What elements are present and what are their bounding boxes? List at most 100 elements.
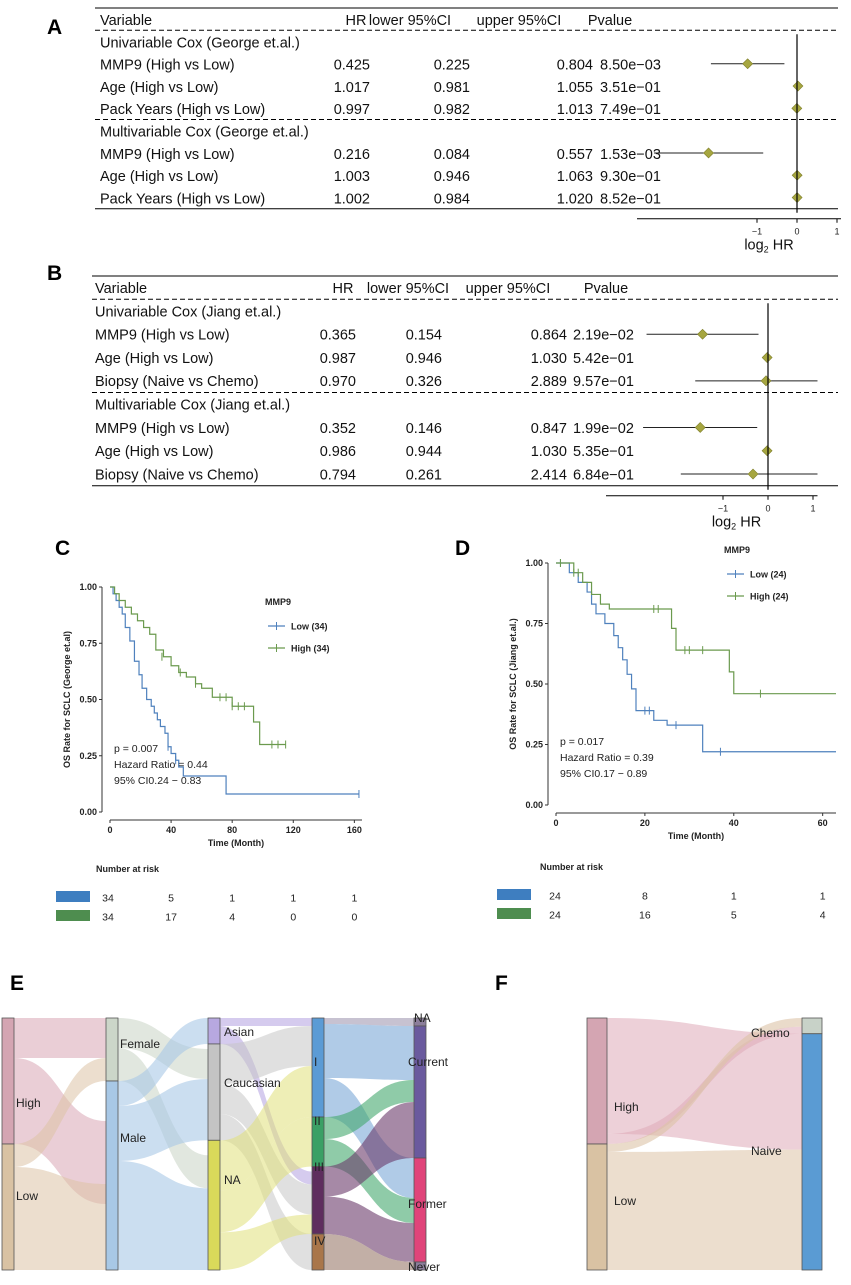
lower-ci-value: 0.154 <box>406 328 442 344</box>
variable-label: Age (High vs Low) <box>100 80 218 96</box>
stratum-label: Never <box>408 1260 440 1274</box>
variable-label: Age (High vs Low) <box>95 444 213 460</box>
column-header: Variable <box>95 281 147 297</box>
stat-annotation: p = 0.007 <box>114 743 158 755</box>
p-value: 2.19e−02 <box>573 328 634 344</box>
upper-ci-value: 0.804 <box>557 58 593 74</box>
stratum-bar <box>207 1043 221 1141</box>
sankey-e: HighLowFemaleMaleAsianCaucasianNAIIIIIII… <box>1 1011 449 1274</box>
stratum-bar <box>586 1017 608 1145</box>
hr-value: 1.003 <box>334 169 370 185</box>
hr-point <box>761 445 773 457</box>
section-title: Univariable Cox (George et.al.) <box>100 35 300 51</box>
stat-annotation: 95% CI0.17 − 0.89 <box>560 768 647 780</box>
risk-group-swatch <box>497 889 531 900</box>
variable-label: Biopsy (Naive vs Chemo) <box>95 374 259 390</box>
stratum-label: Asian <box>224 1025 254 1039</box>
stratum-label: Caucasian <box>224 1076 281 1090</box>
stratum-bar <box>413 1261 427 1271</box>
risk-count: 34 <box>102 893 114 905</box>
column-header: HR <box>333 281 354 297</box>
y-tick-label: 0.50 <box>79 695 97 705</box>
panel-letter-b: B <box>47 262 62 285</box>
p-value: 1.53e−03 <box>600 147 661 163</box>
legend-label: Low (24) <box>750 570 787 580</box>
variable-label: Biopsy (Naive vs Chemo) <box>95 467 259 483</box>
variable-label: Age (High vs Low) <box>95 351 213 367</box>
x-tick-label: 60 <box>818 818 828 828</box>
risk-group-swatch <box>56 891 90 902</box>
p-value: 6.84e−01 <box>573 467 634 483</box>
stratum-label: III <box>314 1160 324 1174</box>
legend-label: High (24) <box>750 592 789 602</box>
risk-count: 5 <box>168 893 174 905</box>
stratum-label: IV <box>314 1234 325 1248</box>
column-header: HR <box>346 13 367 29</box>
hr-value: 0.425 <box>334 58 370 74</box>
x-tick-label: 0 <box>794 227 799 237</box>
hr-point <box>760 375 772 387</box>
upper-ci-value: 2.414 <box>531 467 567 483</box>
panel-letter-f: F <box>495 972 508 995</box>
hr-value: 0.987 <box>320 351 356 367</box>
section-title: Univariable Cox (Jiang et.al.) <box>95 304 281 320</box>
survival-curve-low <box>556 562 836 753</box>
lower-ci-value: 0.084 <box>434 147 470 163</box>
stratum-bar <box>1 1143 15 1271</box>
risk-count: 4 <box>229 912 235 924</box>
flow-ribbon <box>118 1161 208 1270</box>
forest-plot-a: Variable HR lower 95%CI upper 95%CI Pvalue Un… <box>95 7 841 255</box>
panel-letter-e: E <box>10 972 24 995</box>
section-title: Multivariable Cox (George et.al.) <box>100 125 309 141</box>
flow-ribbon <box>324 1080 414 1139</box>
stratum-label: Former <box>408 1197 447 1211</box>
panel-letter-d: D <box>455 537 470 560</box>
x-tick-label: 120 <box>286 825 301 835</box>
upper-ci-value: 1.030 <box>531 351 567 367</box>
upper-ci-value: 2.889 <box>531 374 567 390</box>
flow-ribbon <box>118 1078 208 1161</box>
p-value: 5.42e−01 <box>573 351 634 367</box>
risk-count: 24 <box>549 910 561 922</box>
flow-ribbon <box>14 1167 106 1270</box>
panel-letter-c: C <box>55 537 70 560</box>
stratum-bar <box>105 1080 119 1271</box>
stratum-label: Naive <box>751 1144 782 1158</box>
hr-point <box>742 58 754 70</box>
stratum-label: Male <box>120 1131 146 1145</box>
upper-ci-value: 1.020 <box>557 191 593 207</box>
flow-ribbon <box>14 1018 106 1058</box>
upper-ci-value: 1.063 <box>557 169 593 185</box>
hr-value: 0.970 <box>320 374 356 390</box>
stratum-bar <box>105 1017 119 1082</box>
flow-ribbon <box>324 1024 414 1080</box>
risk-count: 1 <box>351 893 357 905</box>
survival-curve-high <box>556 562 836 695</box>
flow-ribbon <box>324 1234 414 1270</box>
y-tick-label: 0.25 <box>525 740 543 750</box>
column-header: lower 95%CI <box>369 13 451 29</box>
km-plot-d: 0.00 0.25 0.50 0.75 1.00 0 20 40 60 Time (Month) O… <box>497 545 836 922</box>
flow-ribbon <box>220 1018 312 1026</box>
x-axis-label: Time (Month) <box>668 831 724 841</box>
x-axis-label: Time (Month) <box>208 838 264 848</box>
stat-annotation: Hazard Ratio = 0.39 <box>560 752 654 764</box>
stratum-bar <box>801 1017 823 1035</box>
lower-ci-value: 0.946 <box>434 169 470 185</box>
stratum-label: Low <box>16 1189 38 1203</box>
y-tick-label: 0.75 <box>79 638 97 648</box>
column-header: upper 95%CI <box>477 13 562 29</box>
stratum-label: II <box>314 1114 321 1128</box>
risk-group-swatch <box>497 908 531 919</box>
p-value: 7.49e−01 <box>600 102 661 118</box>
hr-value: 1.017 <box>334 80 370 96</box>
hr-value: 0.997 <box>334 102 370 118</box>
upper-ci-value: 1.013 <box>557 102 593 118</box>
p-value: 8.50e−03 <box>600 58 661 74</box>
x-tick-label: 40 <box>166 825 176 835</box>
stat-annotation: Hazard Ratio = 0.44 <box>114 759 208 771</box>
variable-label: MMP9 (High vs Low) <box>95 328 230 344</box>
flow-ribbon <box>324 1102 414 1197</box>
stratum-bar <box>311 1166 325 1235</box>
stratum-label: High <box>16 1096 41 1110</box>
